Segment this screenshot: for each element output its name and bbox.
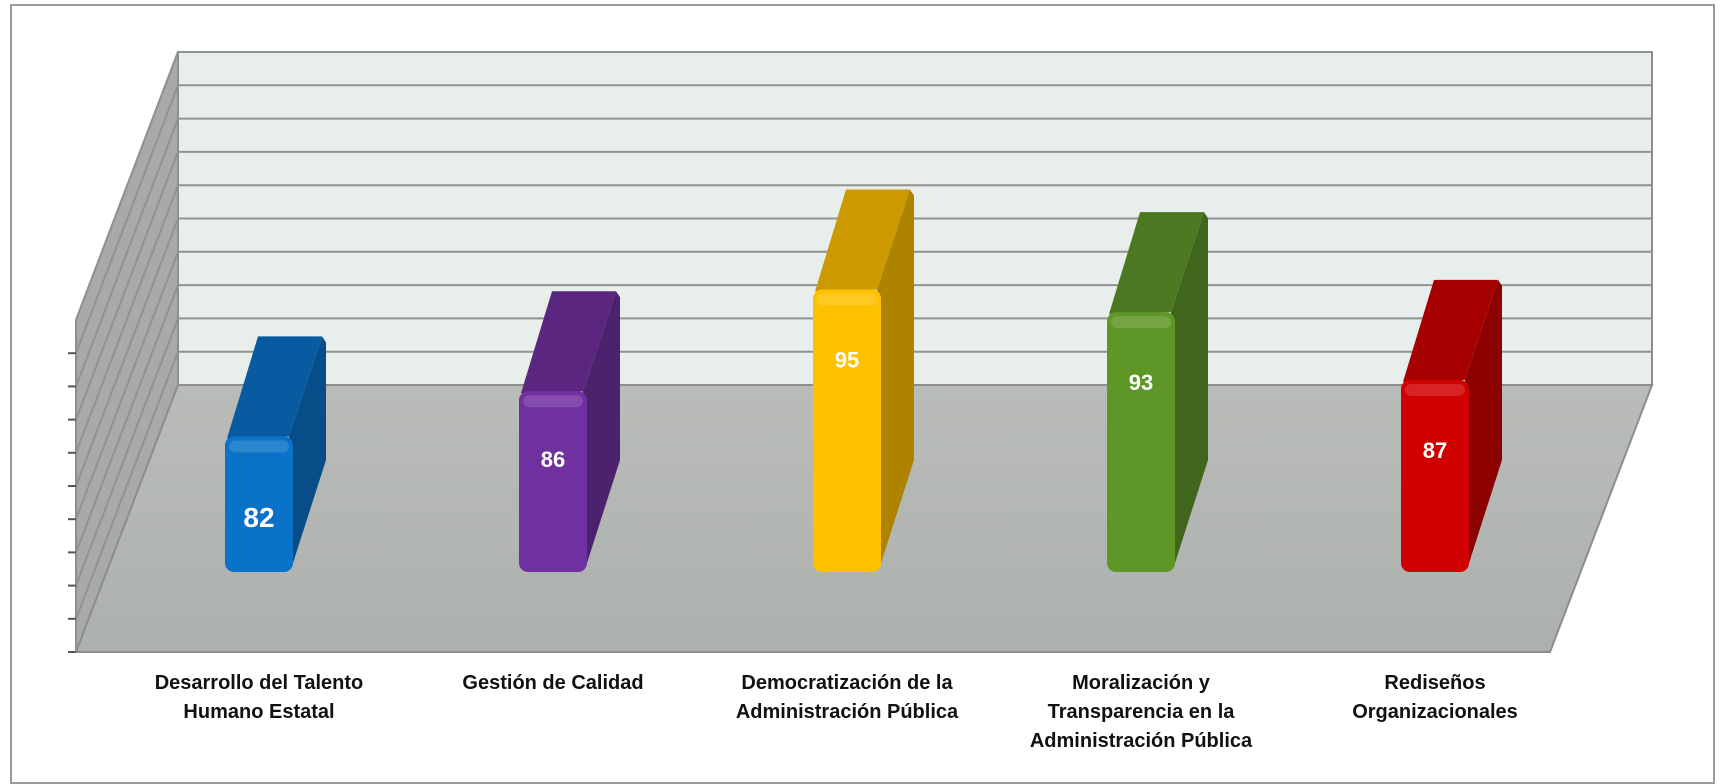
gridlines — [68, 51, 1652, 653]
category-label-line: Rediseños — [1384, 672, 1486, 694]
gridline-side — [75, 218, 179, 487]
gridline-side — [75, 84, 179, 354]
category-label-line: Desarrollo del Talento — [154, 672, 364, 694]
bar: 86 — [519, 291, 620, 572]
bar-side — [877, 189, 914, 563]
bar-highlight — [817, 293, 877, 306]
category-label-line: Administración Pública — [735, 701, 959, 723]
category-label-line: Moralización y — [1072, 672, 1210, 694]
data-label: 95 — [835, 348, 859, 373]
category-label-line: Democratización de la — [741, 672, 953, 694]
category-label-line: Gestión de Calidad — [462, 672, 644, 694]
bar-side — [1171, 212, 1208, 563]
bar-side — [583, 291, 620, 563]
gridline-side — [75, 184, 179, 454]
bar-highlight — [1405, 383, 1465, 396]
bar-top — [815, 189, 910, 292]
category-label-line: Organizacionales — [1352, 701, 1518, 723]
category-label: Rediseños Organizacionales — [1285, 669, 1585, 727]
category-label: Moralización y Transparencia en la Adminis… — [991, 669, 1291, 756]
bar: 87 — [1401, 279, 1502, 572]
bar-highlight — [1111, 316, 1171, 329]
bar-side — [289, 336, 326, 563]
gridline-side — [75, 284, 179, 553]
bar-highlight — [229, 440, 289, 453]
data-label: 93 — [1129, 370, 1153, 395]
bar-front — [813, 289, 881, 572]
bar-front — [1401, 379, 1469, 572]
data-label: 87 — [1423, 438, 1447, 463]
bar-top — [1403, 279, 1498, 382]
gridline-side — [75, 351, 179, 620]
category-label-line: Humano Estatal — [183, 701, 335, 723]
bar-front — [519, 391, 587, 572]
bar-front — [225, 436, 293, 572]
data-label: 86 — [541, 447, 565, 472]
bar: 82 — [225, 336, 326, 572]
data-label: 82 — [243, 502, 274, 533]
gridline-side — [75, 118, 179, 387]
bar-top — [1109, 212, 1204, 315]
bar-top — [227, 336, 322, 439]
bar: 95 — [813, 189, 914, 572]
gridline-side — [75, 51, 179, 321]
bar-front — [1107, 312, 1175, 572]
category-label: Gestión de Calidad — [403, 669, 703, 698]
bar-side — [1465, 279, 1502, 563]
bar: 93 — [1107, 212, 1208, 572]
bar-highlight — [523, 395, 583, 408]
category-label-line: Transparencia en la — [1047, 701, 1235, 723]
category-label-line: Administración Pública — [1029, 730, 1253, 752]
category-label: Democratización de la Administración Públ… — [697, 669, 997, 727]
bars: 82 86 95 93 87 — [225, 189, 1502, 572]
bar-top — [521, 291, 616, 394]
gridline-side — [75, 251, 179, 520]
gridline-side — [75, 151, 179, 420]
category-label: Desarrollo del Talento Humano Estatal — [109, 669, 409, 727]
gridline-side — [75, 318, 179, 586]
